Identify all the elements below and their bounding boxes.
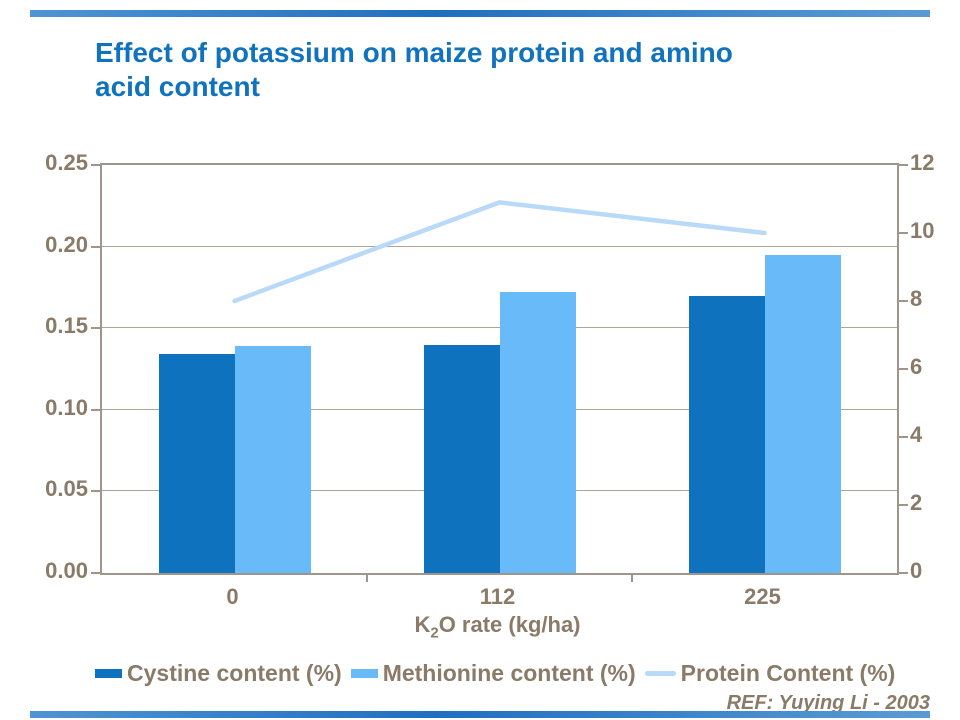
y-left-tick-mark xyxy=(91,164,100,166)
y-left-tick-mark xyxy=(91,490,100,493)
legend-item-cystine: Cystine content (%) xyxy=(95,660,342,687)
y-left-tick-label: 0.10 xyxy=(45,394,88,420)
x-axis-title-suffix: O rate (kg/ha) xyxy=(438,612,581,637)
bottom-accent-bar xyxy=(30,711,930,718)
x-axis-tick-mark xyxy=(631,575,633,582)
y-left-tick-label: 0.00 xyxy=(45,558,88,583)
bar-methionine-112 xyxy=(499,292,576,573)
legend-label-protein: Protein Content (%) xyxy=(680,659,896,686)
x-axis-tick-mark xyxy=(366,575,368,582)
legend-label-methionine: Methionine content (%) xyxy=(382,659,636,686)
y-left-tick-label: 0.05 xyxy=(45,476,88,502)
x-axis-title: K2O rate (kg/ha) xyxy=(100,612,895,641)
x-category-label: 0 xyxy=(226,584,239,609)
y-right-tick-label: 10 xyxy=(910,218,935,243)
top-accent-bar xyxy=(30,10,930,17)
protein-line xyxy=(232,200,767,304)
chart-legend: Cystine content (%) Methionine content (… xyxy=(95,655,925,691)
y-axis-left-labels: 0.00 0.05 0.10 0.15 0.20 0.25 xyxy=(0,152,88,582)
y-axis-right-labels: 0 2 4 6 8 10 12 xyxy=(910,152,960,582)
legend-label-cystine: Cystine content (%) xyxy=(127,659,342,686)
y-left-tick-label: 0.20 xyxy=(45,231,88,257)
legend-item-methionine: Methionine content (%) xyxy=(350,659,636,687)
reference-text: REF: Yuying Li - 2003 xyxy=(726,692,930,714)
legend-item-protein: Protein Content (%) xyxy=(644,659,896,687)
y-right-tick-label: 12 xyxy=(910,150,935,175)
y-right-tick-mark xyxy=(899,300,908,302)
plot-area xyxy=(91,163,908,582)
y-right-tick-mark xyxy=(899,572,908,574)
protein-legend-marker-icon xyxy=(644,670,676,676)
y-left-tick-mark xyxy=(91,408,100,411)
bar-methionine-225 xyxy=(764,254,841,573)
y-right-tick-label: 0 xyxy=(910,558,923,583)
y-right-tick-mark xyxy=(899,436,908,438)
y-left-tick-mark xyxy=(91,572,100,574)
x-axis-title-prefix: K xyxy=(414,612,431,637)
gridline xyxy=(102,245,897,247)
y-right-tick-label: 4 xyxy=(910,422,923,447)
bar-cystine-225 xyxy=(688,295,765,573)
y-left-tick-label: 0.15 xyxy=(45,313,88,339)
bar-methionine-0 xyxy=(234,346,311,573)
y-left-tick-mark xyxy=(91,245,100,248)
y-right-tick-label: 6 xyxy=(910,354,923,379)
y-right-tick-label: 8 xyxy=(910,286,923,311)
cystine-legend-marker-icon xyxy=(95,668,122,678)
x-category-label: 112 xyxy=(479,584,516,609)
y-left-tick-mark xyxy=(91,327,100,330)
y-right-tick-mark xyxy=(899,232,908,234)
y-right-tick-label: 2 xyxy=(910,490,923,515)
x-axis-title-subscript: 2 xyxy=(430,624,439,642)
page-title: Effect of potassium on maize protein and… xyxy=(95,37,733,102)
x-category-label: 225 xyxy=(744,584,781,609)
y-right-tick-mark xyxy=(899,164,908,166)
x-axis-category-labels: 0 112 225 xyxy=(100,584,895,609)
y-right-tick-mark xyxy=(899,368,908,370)
y-left-tick-label: 0.25 xyxy=(45,150,88,175)
bar-cystine-0 xyxy=(158,354,235,573)
methionine-legend-marker-icon xyxy=(350,668,378,678)
y-right-tick-mark xyxy=(899,504,908,506)
bar-cystine-112 xyxy=(423,344,500,573)
